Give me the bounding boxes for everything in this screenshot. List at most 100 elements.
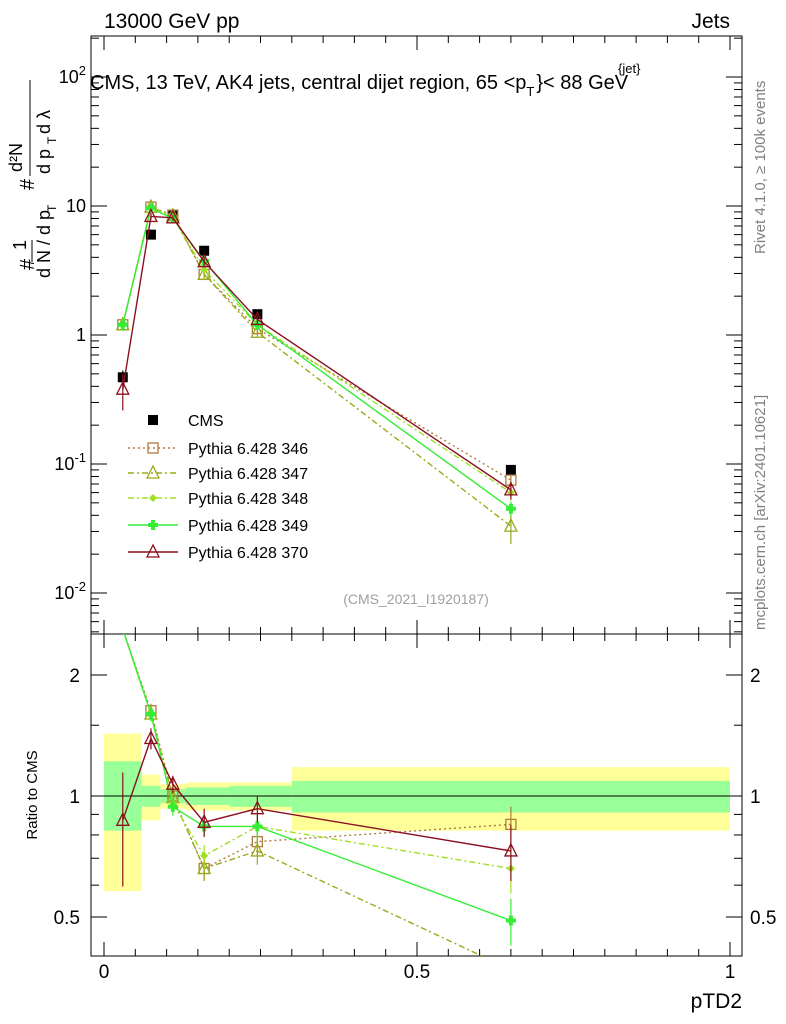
ratio-line-p370 xyxy=(122,736,512,852)
ratio-point-p370 xyxy=(165,775,180,790)
legend-entry-p370: Pythia 6.428 370 xyxy=(128,543,308,562)
series-p347 xyxy=(115,198,518,544)
data-point-p347 xyxy=(250,323,265,338)
ratio-point-p370 xyxy=(250,800,265,815)
svg-text:d λ: d λ xyxy=(34,110,54,134)
svg-text:T: T xyxy=(45,136,59,144)
ratio-line-p346 xyxy=(123,634,511,870)
x-axis-label: pTD2 xyxy=(691,990,742,1013)
svg-text:#: # xyxy=(17,258,39,270)
legend-marker-p370 xyxy=(145,543,161,558)
data-point-p370 xyxy=(503,481,518,496)
data-point-p370 xyxy=(115,380,130,395)
legend-entry-p347: Pythia 6.428 347 xyxy=(128,464,308,483)
series-line-p349 xyxy=(122,207,512,510)
y-axis-label-main: # 1 d N / d p T # d²N d p T d λ xyxy=(6,80,59,278)
plot-title-sub: T xyxy=(526,84,534,99)
legend-entry-p349: Pythia 6.428 349 xyxy=(128,518,308,535)
legend-marker-p346 xyxy=(147,442,159,454)
data-point-p370 xyxy=(143,207,159,223)
data-point-p370 xyxy=(165,209,180,224)
ratio-line-p349 xyxy=(123,634,512,922)
series-p348 xyxy=(118,203,515,501)
rivet-version-label: Rivet 4.1.0, ≥ 100k events xyxy=(752,81,769,254)
ratio-ytick-label-right: 1 xyxy=(750,787,761,808)
legend-label: Pythia 6.428 347 xyxy=(188,466,308,483)
data-point-p349 xyxy=(117,319,128,330)
legend-marker-p347 xyxy=(145,464,161,479)
legend-label: Pythia 6.428 370 xyxy=(188,545,308,562)
svg-text:T: T xyxy=(45,204,59,212)
data-point-data xyxy=(145,229,156,240)
series-line-p346 xyxy=(122,206,512,481)
legend-label: Pythia 6.428 346 xyxy=(188,441,308,458)
ratio-uncertainty-bands xyxy=(91,733,742,892)
svg-text:d p: d p xyxy=(34,149,54,174)
svg-text:d N / d p: d N / d p xyxy=(34,210,54,278)
ratio-point-p349 xyxy=(167,801,178,812)
header-right: Jets xyxy=(691,10,730,33)
legend-label: Pythia 6.428 349 xyxy=(188,518,308,535)
x-tick-label: 0 xyxy=(99,962,110,983)
ratio-point-p370 xyxy=(197,813,212,828)
ratio-point-p370 xyxy=(143,730,159,745)
data-point-p370 xyxy=(197,253,212,268)
main-ytick-label: 10-1 xyxy=(54,450,86,474)
legend-label: Pythia 6.428 348 xyxy=(188,491,308,508)
ratio-ytick-label: 1 xyxy=(69,787,80,808)
ratio-ytick-label-right: 0.5 xyxy=(750,908,776,929)
ratio-ytick-label: 0.5 xyxy=(54,908,80,929)
ratio-ytick-label: 2 xyxy=(69,666,80,687)
main-axes: 10-2 10-1 1 10 102 xyxy=(54,36,742,634)
y-axis-label-ratio: Ratio to CMS xyxy=(24,750,41,839)
data-point-p349 xyxy=(505,503,516,514)
ratio-series-p346 xyxy=(123,634,517,881)
plot-title: CMS, 13 TeV, AK4 jets, central dijet reg… xyxy=(90,72,629,99)
x-tick-label: 0.5 xyxy=(404,962,430,983)
series-p370 xyxy=(115,207,518,500)
series-line-p370 xyxy=(122,215,512,491)
data-point-data xyxy=(505,464,516,475)
main-ytick-label: 102 xyxy=(59,63,86,87)
legend-marker-data xyxy=(148,415,158,425)
data-point-p347 xyxy=(503,517,518,532)
plot-title-main: CMS, 13 TeV, AK4 jets, central dijet reg… xyxy=(90,72,526,94)
main-series xyxy=(115,198,518,544)
main-ytick-label: 1 xyxy=(76,325,86,345)
analysis-watermark: (CMS_2021_I1920187) xyxy=(343,591,489,607)
ratio-point-p349 xyxy=(145,708,156,719)
ratio-point-p349 xyxy=(505,915,516,926)
data-point-data xyxy=(199,245,210,256)
data-point-data xyxy=(252,309,263,320)
data-point-p348 xyxy=(200,265,209,274)
plot-title-sup: {jet} xyxy=(618,61,641,76)
ratio-ytick-label-right: 2 xyxy=(750,666,761,687)
ratio-series-p370 xyxy=(115,728,518,887)
ratio-point-p349 xyxy=(252,821,263,832)
x-tick-label: 1 xyxy=(725,962,736,983)
header-left: 13000 GeV pp xyxy=(104,10,239,33)
series-line-p347 xyxy=(122,206,512,527)
legend-label: CMS xyxy=(188,413,224,430)
series-data xyxy=(117,210,516,475)
series-line-p348 xyxy=(122,206,512,494)
main-ytick-label: 10-2 xyxy=(54,579,86,603)
legend-entry-p346: Pythia 6.428 346 xyxy=(128,441,308,458)
mcplots-label: mcplots.cern.ch [arXiv:2401.10621] xyxy=(752,395,769,630)
ratio-point-p348 xyxy=(200,851,209,860)
ratio-point-p347 xyxy=(197,860,212,875)
series-p346 xyxy=(117,201,517,487)
svg-text:d²N: d²N xyxy=(6,143,26,172)
legend-entry-p348: Pythia 6.428 348 xyxy=(128,491,308,508)
ratio-axes: 0.5 0.5 1 1 2 2 0 0.5 1 xyxy=(54,634,776,983)
plot-title-end: }< 88 GeV xyxy=(536,72,628,94)
ratio-series xyxy=(115,634,518,956)
legend-marker-p348 xyxy=(149,494,157,502)
data-point-p370 xyxy=(250,310,265,326)
svg-text:1: 1 xyxy=(10,240,30,250)
legend-entry-data: CMS xyxy=(148,413,224,430)
ratio-point-p370 xyxy=(503,842,518,857)
svg-text:#: # xyxy=(17,178,39,190)
ratio-line-p348 xyxy=(123,634,512,870)
